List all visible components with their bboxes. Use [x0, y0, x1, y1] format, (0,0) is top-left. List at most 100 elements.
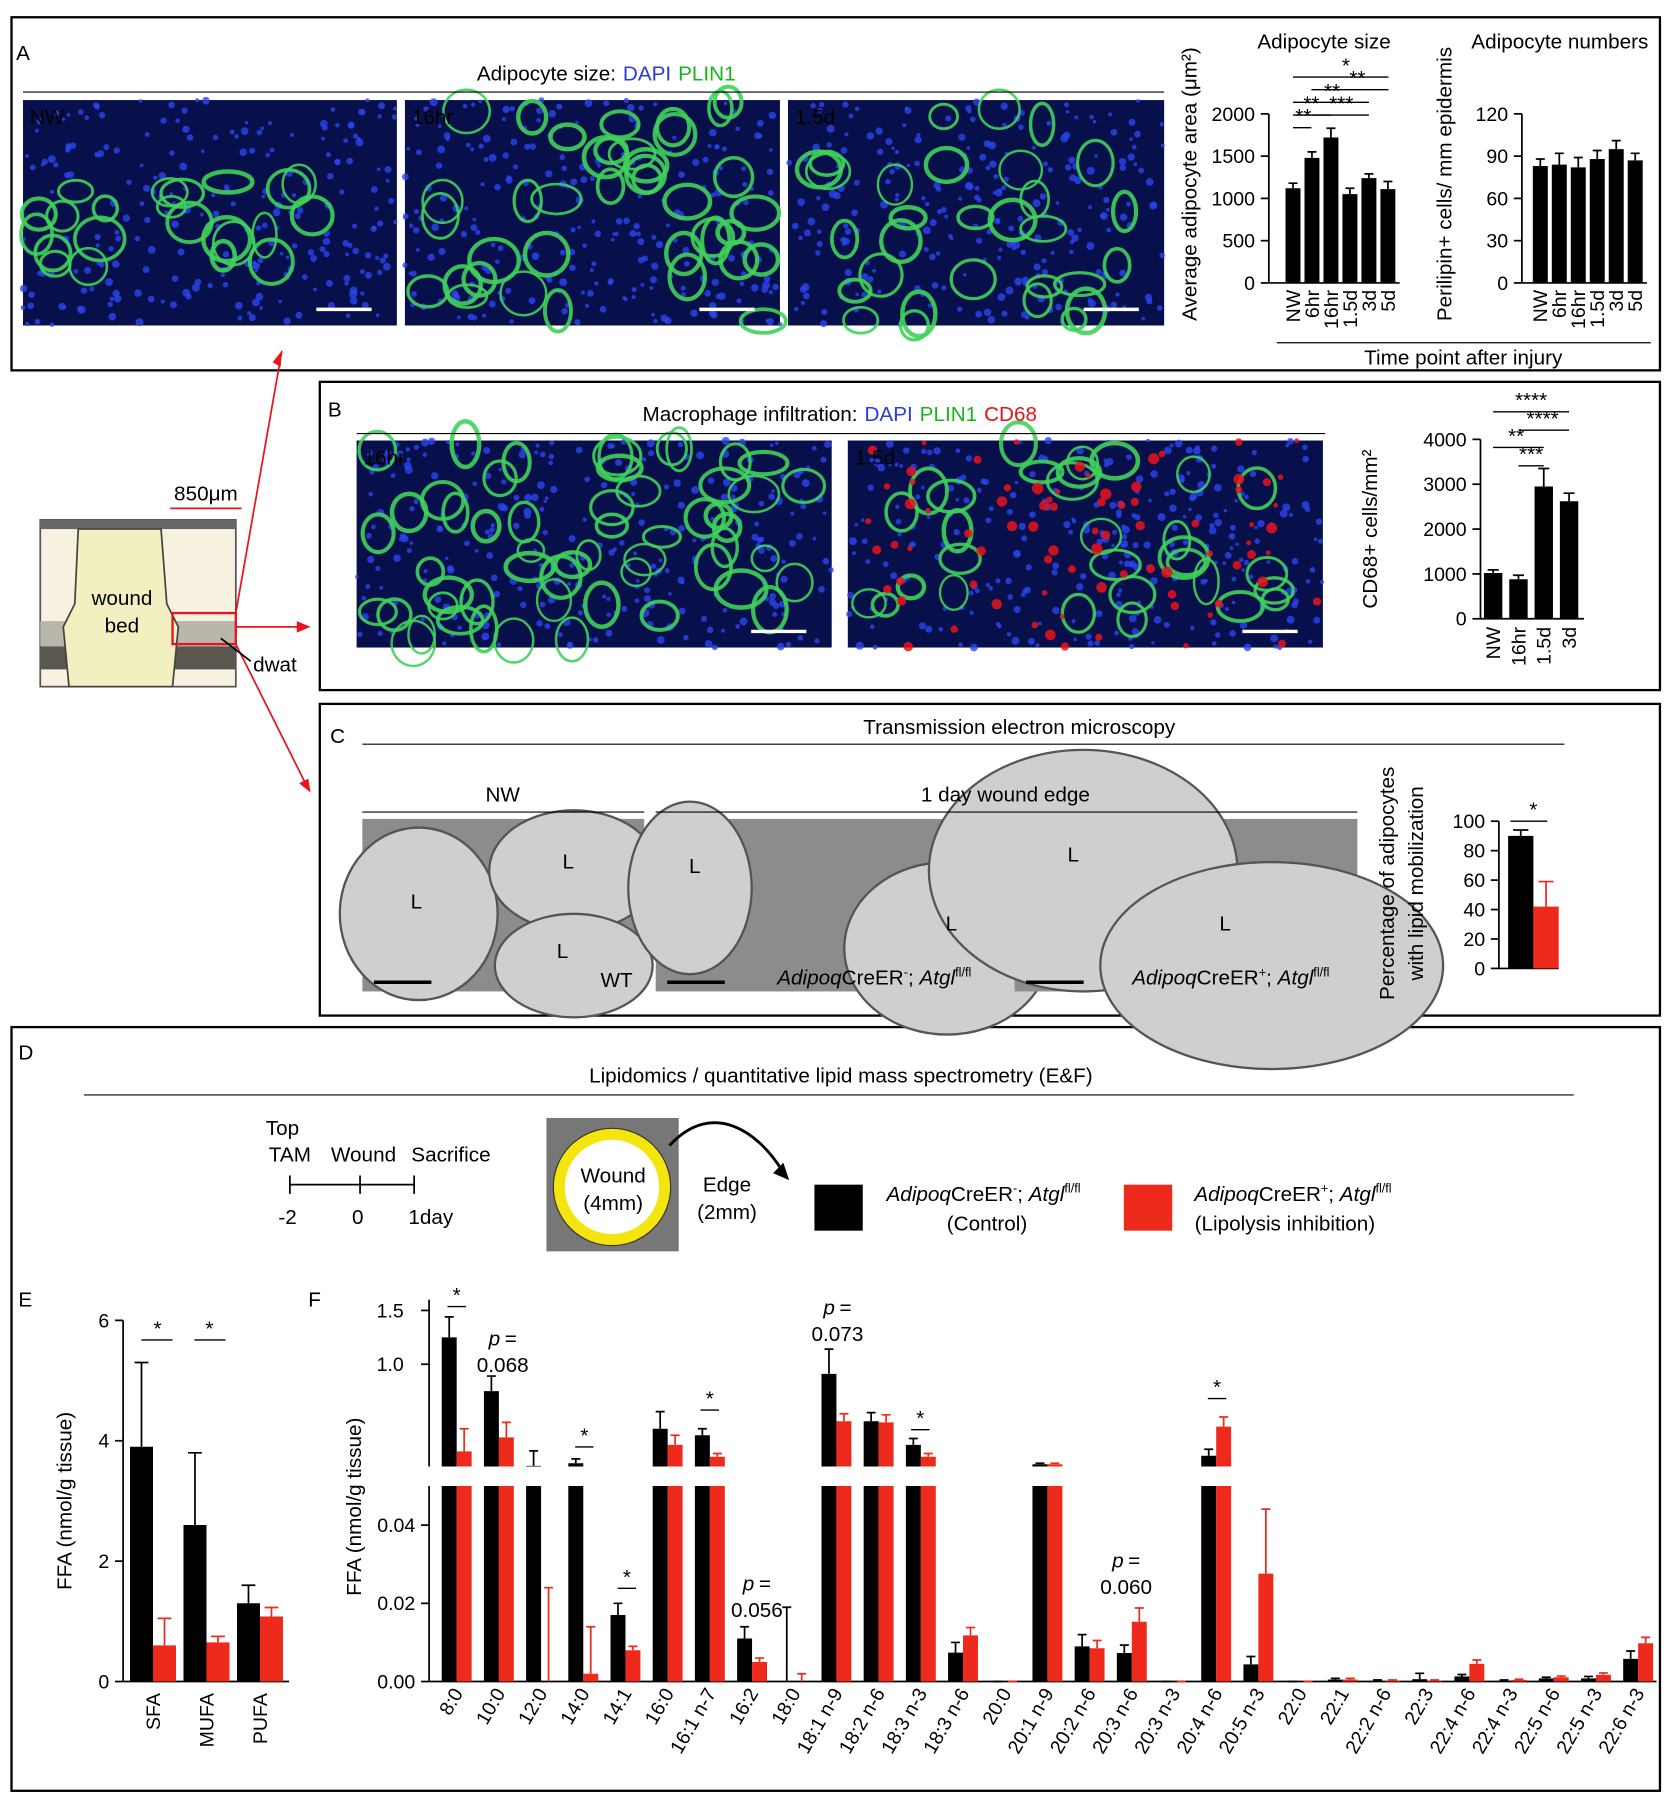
nucleus — [457, 625, 462, 631]
nucleus — [98, 111, 106, 119]
nucleus — [891, 146, 895, 150]
nucleus — [256, 129, 263, 136]
nucleus — [379, 257, 386, 264]
nucleus — [260, 126, 265, 131]
y-tick-label: 120 — [1475, 104, 1508, 126]
nucleus — [918, 622, 926, 630]
nucleus — [1279, 509, 1288, 518]
arrow-head — [272, 350, 282, 367]
adipocyte — [895, 573, 927, 601]
nucleus — [470, 102, 476, 107]
nucleus — [894, 462, 899, 467]
adipocyte — [554, 616, 590, 663]
adipocyte — [1028, 101, 1056, 147]
nucleus — [877, 148, 884, 156]
gene: Adipoq — [1192, 1183, 1259, 1206]
nucleus — [408, 223, 414, 228]
nucleus — [114, 229, 120, 235]
nucleus — [1195, 514, 1203, 522]
adipocyte — [251, 211, 278, 259]
superscript: fl/fl — [1064, 1182, 1080, 1196]
adipocyte — [155, 194, 188, 219]
nucleus — [906, 163, 911, 168]
nucleus — [629, 230, 637, 238]
nucleus — [728, 254, 735, 262]
bar — [1243, 1664, 1259, 1682]
adipocyte — [581, 135, 630, 180]
nucleus — [1185, 446, 1193, 454]
adipocyte — [998, 149, 1044, 191]
nucleus — [1044, 436, 1052, 445]
nucleus — [175, 118, 180, 123]
nucleus — [866, 132, 875, 140]
p-value: p = — [742, 1573, 771, 1596]
nucleus — [423, 568, 428, 574]
nucleus — [777, 321, 783, 327]
nucleus — [897, 532, 902, 537]
nucleus — [736, 298, 742, 304]
wound-schematic — [39, 350, 311, 793]
nucleus — [925, 625, 933, 633]
nucleus — [771, 489, 775, 493]
p-symbol: p — [1111, 1550, 1124, 1573]
nucleus — [568, 535, 576, 543]
nucleus — [638, 105, 644, 111]
adipocyte — [1075, 138, 1115, 188]
bar — [183, 1525, 207, 1682]
nucleus — [402, 262, 408, 268]
nucleus — [843, 223, 849, 229]
superscript: + — [1259, 965, 1266, 979]
nucleus — [854, 179, 860, 186]
error-bar — [655, 1410, 665, 1429]
nucleus — [772, 283, 779, 291]
nucleus — [816, 196, 821, 201]
nucleus — [926, 515, 931, 519]
legend-swatch — [1123, 1184, 1173, 1231]
adipocyte — [247, 237, 295, 286]
nucleus — [1001, 185, 1007, 191]
error-bar — [1598, 1672, 1608, 1675]
macrophage — [1100, 488, 1112, 500]
nucleus — [320, 119, 328, 128]
nucleus — [915, 494, 921, 500]
bar — [1427, 1680, 1443, 1682]
y-tick-label: 1500 — [1212, 146, 1256, 168]
nucleus — [34, 128, 39, 133]
nucleus — [482, 313, 487, 318]
macrophage — [950, 625, 958, 633]
nucleus — [653, 318, 658, 324]
error-bar — [1611, 139, 1621, 150]
nucleus — [735, 624, 740, 629]
nucleus — [584, 476, 590, 483]
nucleus — [235, 301, 243, 310]
adipocyte — [1157, 535, 1211, 580]
bar — [1469, 1663, 1485, 1682]
nucleus — [678, 607, 686, 615]
nucleus — [1027, 637, 1035, 645]
adipocyte — [68, 246, 109, 287]
adipocyte — [830, 218, 860, 260]
error-bar — [1077, 1633, 1087, 1647]
nucleus — [638, 519, 646, 526]
nucleus — [817, 107, 823, 113]
nucleus — [416, 149, 422, 156]
bar — [737, 1638, 753, 1682]
nucleus — [1157, 513, 1166, 522]
scale-label: 850μm — [174, 482, 238, 505]
nucleus — [158, 172, 166, 180]
nucleus — [1024, 314, 1030, 320]
y-tick-label: 0.02 — [377, 1593, 415, 1615]
x-tick-label: PUFA — [250, 1693, 272, 1744]
adipocyte — [738, 307, 788, 335]
nucleus — [327, 302, 335, 309]
nucleus — [926, 449, 933, 456]
macrophage — [1235, 486, 1243, 494]
nucleus — [505, 287, 512, 294]
nucleus — [710, 516, 715, 521]
nucleus — [790, 511, 795, 516]
nucleus — [975, 588, 980, 594]
adipocyte — [700, 215, 732, 266]
macrophage — [1234, 438, 1243, 446]
nucleus — [1301, 501, 1310, 509]
p-value: 0.056 — [731, 1599, 783, 1622]
